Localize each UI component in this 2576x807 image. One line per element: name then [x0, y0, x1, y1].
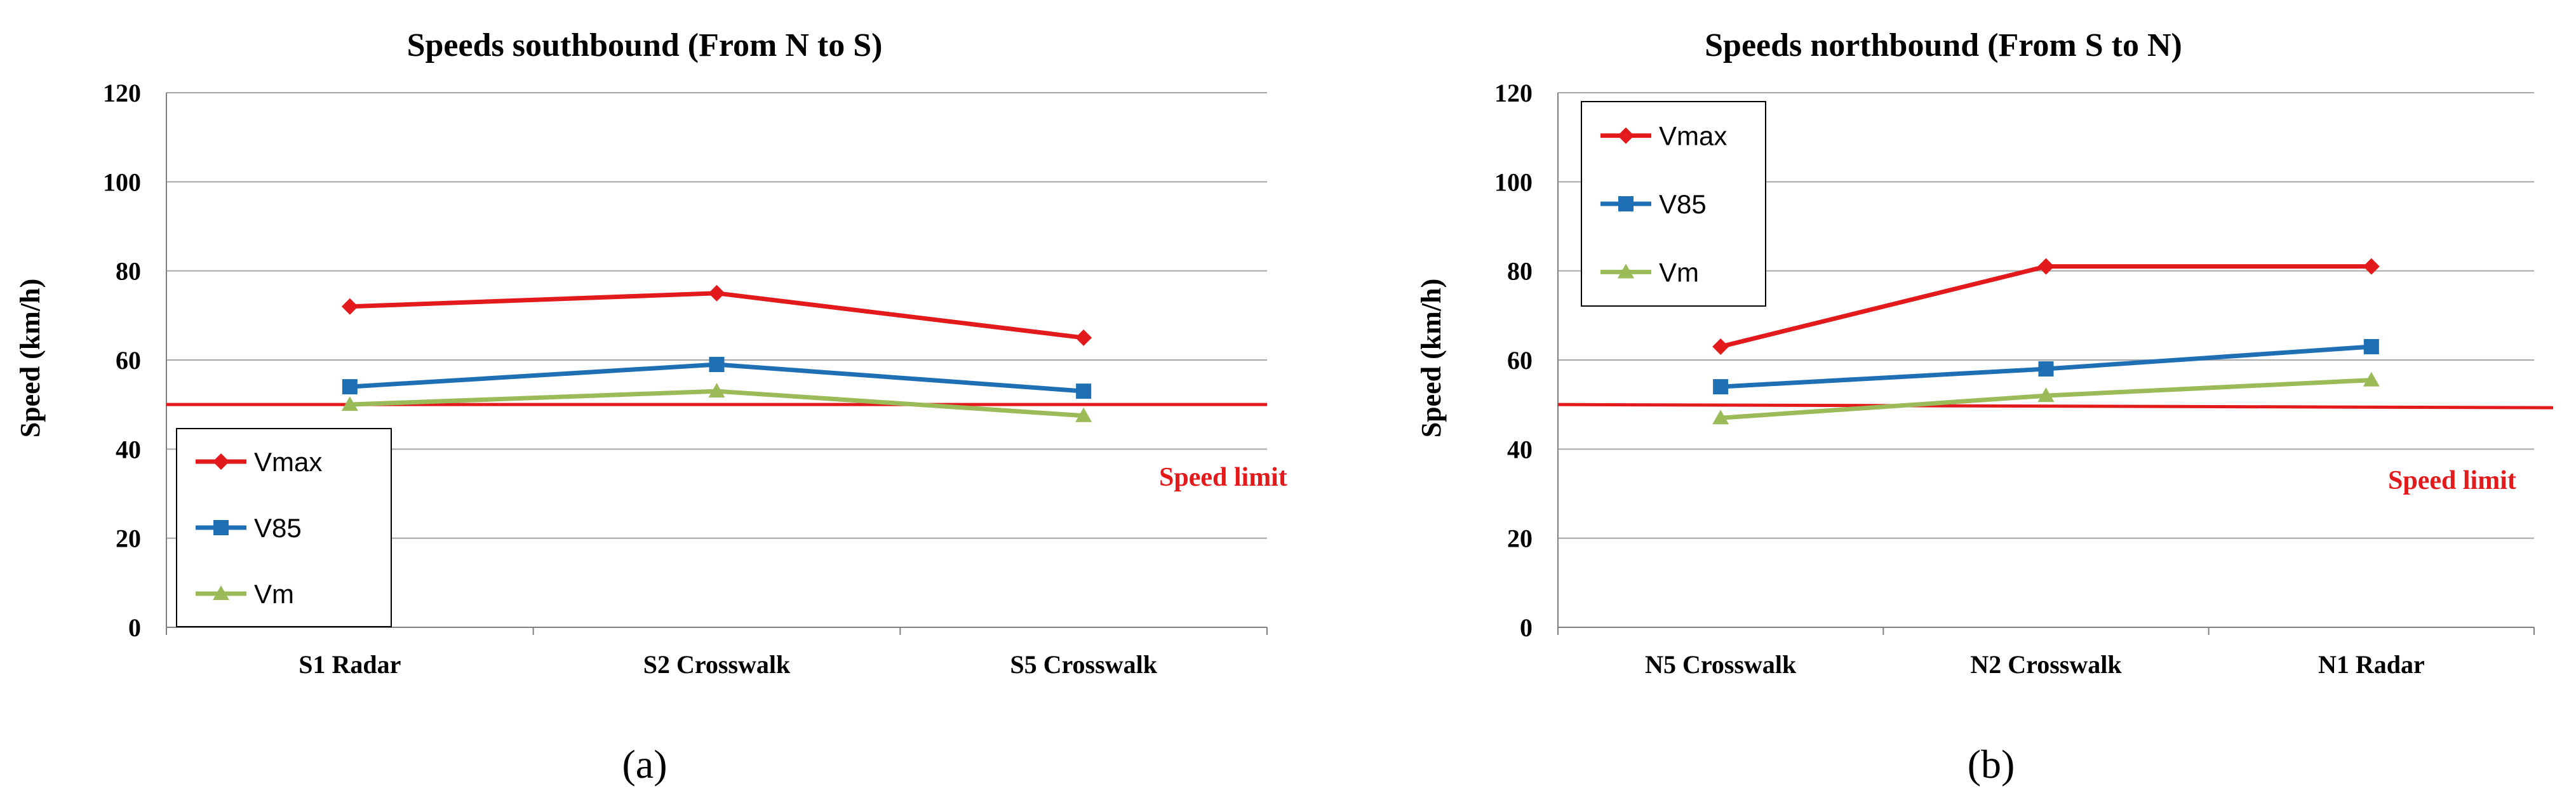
data-point [2363, 371, 2380, 387]
speed-limit-line [1557, 403, 2554, 410]
data-point [2363, 338, 2379, 354]
chart-title: Speeds northbound (From S to N) [1705, 27, 2182, 63]
axes [1557, 93, 2535, 635]
data-point [1075, 407, 1092, 422]
legend-marker [213, 520, 229, 535]
data-point [1076, 383, 1092, 399]
series-vm [341, 383, 1092, 422]
data-point [708, 284, 725, 302]
y-tick-label: 120 [1494, 79, 1533, 107]
data-point [708, 383, 725, 398]
y-axis-label: Speed (km/h) [15, 279, 46, 438]
y-tick-label: 40 [116, 435, 141, 464]
x-tick-labels: S1 Radar S2 Crosswalk S5 Crosswalk [299, 650, 1157, 679]
data-point [1075, 329, 1092, 346]
y-tick-label: 20 [116, 524, 141, 553]
y-axis-label: Speed (km/h) [1416, 279, 1447, 438]
speed-limit-reference-line [1557, 403, 2554, 410]
legend-marker [1618, 196, 1633, 211]
chart-title: Speeds southbound (From N to S) [407, 27, 883, 63]
y-tick-label: 60 [116, 346, 141, 375]
y-tick-label: 0 [128, 613, 141, 642]
legend-label: V85 [1659, 189, 1707, 219]
legend-marker [213, 453, 229, 470]
y-tick-label: 40 [1507, 435, 1533, 464]
legend-item-v85: V85 [196, 513, 302, 543]
y-tick-labels: 0 20 40 60 80 100 120 [103, 79, 141, 642]
x-tick-label: S2 Crosswalk [643, 650, 791, 679]
series-vmax [1712, 258, 2380, 355]
legend-marker [213, 585, 229, 600]
legend-item-vm: Vm [196, 579, 294, 609]
series-v85 [1713, 338, 2379, 395]
y-tick-label: 100 [103, 168, 141, 196]
legend-item-vmax: Vmax [196, 447, 322, 477]
y-tick-label: 80 [116, 257, 141, 286]
legend-label: Vm [1659, 257, 1699, 287]
data-point [341, 298, 358, 315]
data-point [1712, 338, 1729, 355]
legend-marker [1618, 127, 1634, 144]
chart-northbound: Speeds northbound (From S to N) Speed (k… [1416, 27, 2554, 787]
data-point [2037, 387, 2055, 403]
data-point [2363, 258, 2380, 275]
y-tick-labels: 0 20 40 60 80 100 120 [1494, 79, 1533, 642]
subfigure-caption: (a) [622, 742, 667, 787]
speed-limit-label: Speed limit [2388, 466, 2516, 495]
data-point [1713, 379, 1729, 395]
x-tick-label: N2 Crosswalk [1970, 650, 2122, 679]
data-point [342, 379, 358, 395]
y-tick-label: 0 [1520, 613, 1533, 642]
x-tick-label: S5 Crosswalk [1010, 650, 1157, 679]
data-point [1712, 410, 1729, 425]
legend: Vmax V85 Vm [1581, 101, 1766, 307]
legend-label: Vm [254, 579, 294, 609]
legend-item-vm: Vm [1600, 257, 1699, 287]
series-line [1720, 264, 2371, 349]
data-point [341, 396, 358, 411]
x-tick-label: N5 Crosswalk [1645, 650, 1797, 679]
chart-southbound: Speeds southbound (From N to S) Speed (k… [15, 27, 1287, 787]
y-tick-label: 80 [1507, 257, 1533, 286]
y-tick-label: 100 [1494, 168, 1533, 196]
data-point [709, 357, 725, 373]
subfigure-caption: (b) [1968, 742, 2015, 787]
legend: Vmax V85 Vm [176, 428, 392, 627]
legend-label: Vmax [1659, 121, 1727, 151]
series-vmax [341, 284, 1092, 346]
x-tick-labels: N5 Crosswalk N2 Crosswalk N1 Radar [1645, 650, 2425, 679]
x-tick-label: S1 Radar [299, 650, 401, 679]
data-point [2037, 258, 2055, 275]
speed-limit-label: Speed limit [1159, 463, 1287, 492]
y-tick-label: 60 [1507, 346, 1533, 375]
x-tick-label: N1 Radar [2318, 650, 2425, 679]
legend-label: V85 [254, 513, 302, 543]
legend-item-vmax: Vmax [1600, 121, 1727, 151]
legend-item-v85: V85 [1600, 189, 1707, 219]
legend-marker [1618, 263, 1634, 279]
y-tick-label: 120 [103, 79, 141, 107]
series-vm [1712, 371, 2380, 425]
series-group [341, 284, 1092, 422]
series-group [1712, 258, 2380, 425]
series-v85 [342, 357, 1092, 399]
y-tick-label: 20 [1507, 524, 1533, 553]
legend-label: Vmax [254, 447, 322, 477]
data-point [2038, 361, 2054, 377]
